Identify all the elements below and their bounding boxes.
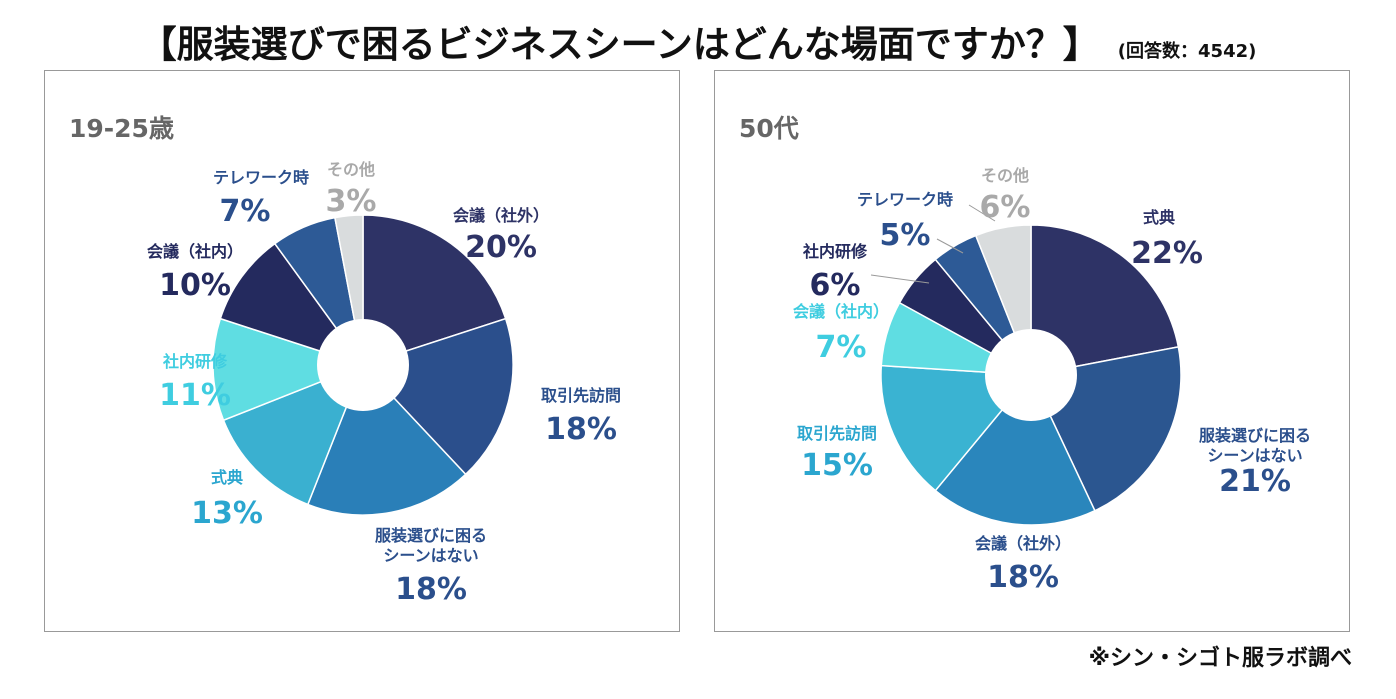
page-title: 【服装選びで困るビジネスシーンはどんな場面ですか？】 (回答数：4542)	[0, 14, 1396, 68]
panel-title: 50代	[739, 114, 799, 143]
pie-slice	[1030, 224, 1180, 376]
slice-label: 取引先訪問	[797, 424, 877, 443]
slice-value-label: 6%	[980, 190, 1031, 225]
respondent-count: (回答数：4542)	[1117, 41, 1257, 62]
pie-slice	[362, 214, 507, 367]
pie-slice	[306, 363, 467, 516]
slice-value-label: 18%	[395, 572, 467, 607]
pie-slice	[934, 373, 1096, 526]
slice-label: テレワーク時	[213, 168, 309, 187]
slice-label: 会議（社外）	[453, 206, 549, 225]
slice-value-label: 13%	[191, 496, 263, 531]
slice-value-label: 15%	[801, 448, 873, 483]
slice-value-label: 21%	[1219, 464, 1291, 499]
slice-label: シーンはない	[383, 546, 478, 565]
slice-label: その他	[327, 160, 375, 179]
slice-label: 社内研修	[162, 352, 228, 371]
leader-line	[936, 238, 964, 254]
source-credit: ※シン・シゴト服ラボ調べ	[1088, 646, 1352, 671]
slice-value-label: 20%	[465, 230, 537, 265]
chart-panel-50s: 50代 式典 22% 服装選びに困る シーンはない 21% 会議（社外） 18% 取引先訪問 1…	[714, 70, 1350, 632]
panel-title: 19-25歳	[69, 114, 174, 143]
leader-line	[870, 274, 930, 284]
slice-label: 服装選びに困る	[375, 526, 487, 545]
slice-value-label: 11%	[159, 378, 231, 413]
slice-value-label: 18%	[545, 412, 617, 447]
pie-slice	[219, 242, 365, 367]
slice-label: シーンはない	[1207, 446, 1302, 465]
slice-value-label: 10%	[159, 268, 231, 303]
slice-label: 会議（社内）	[147, 242, 243, 261]
pie-slice	[212, 317, 366, 422]
slice-label: 式典	[1143, 208, 1175, 227]
leader-line	[968, 204, 996, 222]
pie-slice	[222, 363, 365, 506]
slice-label: 服装選びに困る	[1199, 426, 1311, 445]
slice-value-label: 6%	[810, 268, 861, 303]
slice-value-label: 7%	[220, 194, 271, 229]
slice-label: テレワーク時	[857, 190, 953, 209]
chart-title: 【服装選びで困るビジネスシーンはどんな場面ですか？】	[139, 23, 1100, 66]
slice-value-label: 22%	[1131, 236, 1203, 271]
slice-label: 取引先訪問	[541, 386, 621, 405]
donut-hole	[985, 329, 1077, 421]
slice-label: その他	[981, 166, 1029, 185]
slice-value-label: 7%	[816, 330, 867, 365]
slice-label: 会議（社外）	[975, 534, 1071, 553]
slice-value-label: 3%	[326, 184, 377, 219]
slice-value-label: 5%	[880, 218, 931, 253]
slice-label: 社内研修	[802, 242, 868, 261]
slice-value-label: 18%	[987, 560, 1059, 595]
slice-label: 式典	[211, 468, 243, 487]
chart-panel-19-25: 19-25歳 会議（社外） 20% 取引先訪問 18% 服装選びに困る シーンはない 18%…	[44, 70, 680, 632]
slice-label: 会議（社内）	[793, 302, 889, 321]
donut-hole	[317, 319, 409, 411]
